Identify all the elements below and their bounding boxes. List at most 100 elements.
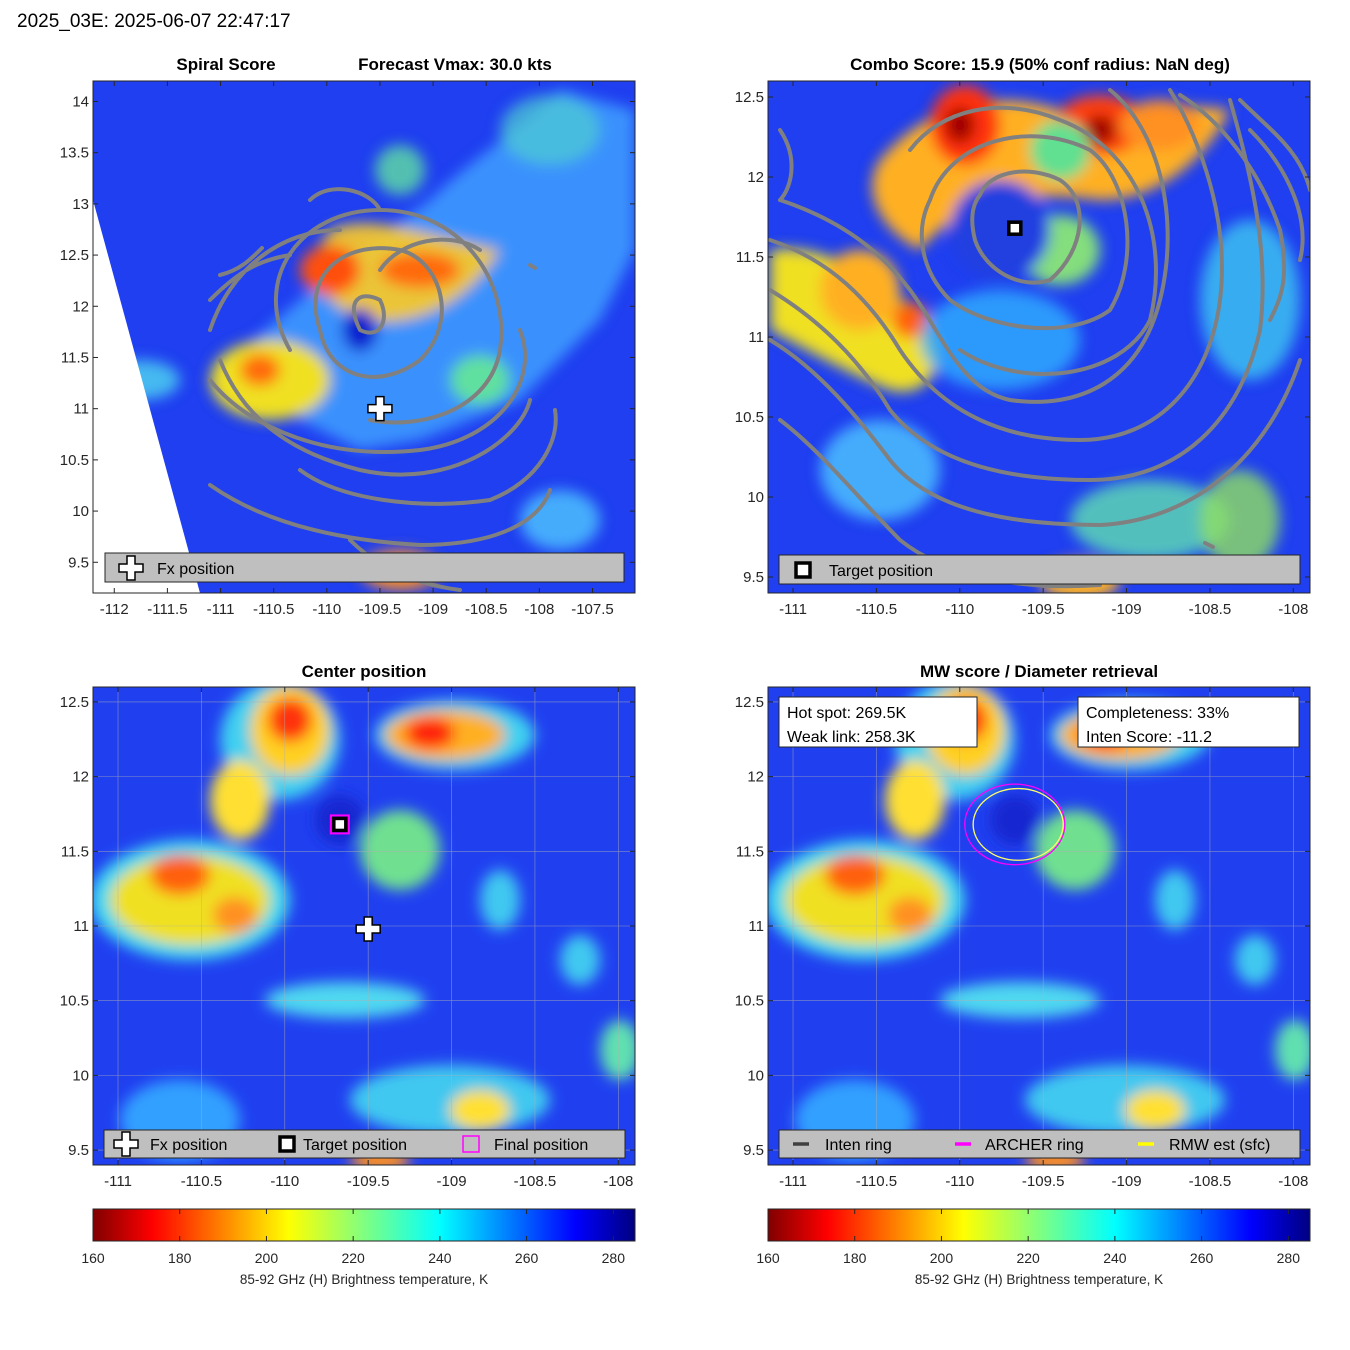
swath-gap: [93, 200, 200, 593]
x-tick-label: -109.5: [359, 601, 402, 618]
x-tick-label: -108: [603, 1173, 633, 1190]
colorbar-tick-label: 280: [602, 1250, 626, 1266]
colorbar-right-label: 85-92 GHz (H) Brightness temperature, K: [915, 1272, 1163, 1287]
center-legend-fx-label: Fx position: [150, 1137, 227, 1154]
spiral-legend-fx-label: Fx position: [157, 561, 234, 578]
colorbar-tick-label: 160: [756, 1250, 780, 1266]
x-tick-label: -112: [100, 601, 129, 618]
colorbar-left-gradient: [92, 1208, 636, 1242]
x-tick-label: -109.5: [347, 1173, 390, 1190]
x-tick-label: -111: [779, 601, 807, 618]
x-tick-label: -108.5: [1189, 1173, 1232, 1190]
x-tick-label: -108: [1278, 601, 1308, 618]
y-tick-label: 9.5: [68, 1142, 89, 1159]
panel-combo-score: Combo Score: 15.9 (50% conf radius: NaN …: [735, 55, 1311, 618]
y-tick-label: 9.5: [743, 569, 764, 586]
weak-link-text: Weak link: 258.3K: [787, 729, 916, 746]
legend-final-square-icon: [462, 1135, 480, 1153]
combo-plot-marks: [1007, 220, 1023, 236]
target-position-marker: [332, 816, 348, 833]
y-tick-label: 11: [73, 918, 89, 935]
combo-heatmap: [768, 81, 1310, 593]
mw-score-title: MW score / Diameter retrieval: [920, 662, 1158, 681]
figure-title: 2025_03E: 2025-06-07 22:47:17: [17, 11, 291, 32]
x-tick-label: -109: [437, 1173, 467, 1190]
colorbar-tick-label: 260: [1190, 1250, 1214, 1266]
y-tick-label: 12: [72, 298, 89, 315]
x-tick-label: -110.5: [856, 1173, 897, 1190]
x-tick-label: -110: [312, 601, 341, 618]
spiral-heatmap: [93, 81, 635, 593]
y-tick-label: 11.5: [61, 349, 89, 366]
completeness-text: Completeness: 33%: [1086, 705, 1229, 722]
y-tick-label: 10: [72, 503, 89, 520]
x-tick-label: -110.5: [856, 601, 897, 618]
y-tick-label: 14: [72, 93, 89, 110]
x-tick-label: -110.5: [253, 601, 294, 618]
y-tick-label: 12.5: [60, 247, 89, 264]
combo-contours: [768, 88, 1310, 589]
x-tick-label: -109.5: [1022, 601, 1065, 618]
target-position-marker: [1007, 220, 1023, 236]
y-tick-label: 12: [747, 169, 764, 186]
fx-position-marker: [355, 916, 381, 942]
fx-position-marker: [367, 395, 393, 422]
panel-mw-score: MW score / Diameter retrieval -111 -110.5…: [735, 662, 1311, 1190]
x-tick-label: -108.5: [514, 1173, 557, 1190]
colorbar-tick-label: 280: [1277, 1250, 1301, 1266]
y-tick-label: 12: [72, 769, 89, 786]
mw-legend-rmw-label: RMW est (sfc): [1169, 1137, 1270, 1154]
center-legend-final-label: Final position: [494, 1137, 588, 1154]
center-axis-ticks: -111 -110.5 -110 -109.5 -109 -108.5 -108 9.5 10 1…: [60, 687, 635, 1190]
x-tick-label: -110: [945, 1173, 974, 1190]
archer-ring: [964, 783, 1066, 866]
x-tick-label: -109: [1112, 1173, 1142, 1190]
center-heatmap: [93, 687, 635, 1165]
y-tick-label: 13: [72, 196, 89, 213]
rmw-ring: [972, 787, 1064, 861]
colorbar-right: 160 180 200 220 240 260 280 85-92 GHz (H) Brig…: [756, 1208, 1311, 1287]
spiral-axis-ticks: -112 -111.5 -111 -110.5 -110 -109.5 -109 -108.5…: [60, 81, 635, 618]
mw-plot-marks: [964, 783, 1066, 866]
colorbar-tick-label: 200: [930, 1250, 954, 1266]
y-tick-label: 9.5: [743, 1142, 764, 1159]
colorbar-tick-label: 160: [81, 1250, 105, 1266]
colorbar-left: 160 180 200 220 240 260 280 85-92 GHz (H) Brig…: [81, 1208, 636, 1287]
x-tick-label: -111: [207, 601, 235, 618]
x-tick-label: -109: [1112, 601, 1142, 618]
y-tick-label: 11.5: [736, 249, 764, 266]
y-tick-label: 10.5: [60, 452, 89, 469]
spiral-score-title: Spiral Score: [176, 55, 275, 74]
y-tick-label: 11.5: [736, 843, 764, 860]
spiral-axes-frame: [92, 80, 636, 594]
mw-heatmap: [768, 687, 1310, 1165]
y-tick-label: 9.5: [68, 554, 89, 571]
colorbar-tick-label: 180: [843, 1250, 867, 1266]
y-tick-label: 11.5: [61, 843, 89, 860]
x-tick-label: -111: [104, 1173, 132, 1190]
colorbar-left-ticks: 160 180 200 220 240 260 280: [81, 1209, 625, 1266]
mw-legend-inten-label: Inten ring: [825, 1137, 892, 1154]
colorbar-tick-label: 220: [1016, 1250, 1040, 1266]
center-plot-marks: [329, 814, 381, 942]
x-tick-label: -109.5: [1022, 1173, 1065, 1190]
colorbar-tick-label: 240: [1103, 1250, 1127, 1266]
x-tick-label: -110.5: [181, 1173, 222, 1190]
y-tick-label: 12.5: [60, 694, 89, 711]
x-tick-label: -108.5: [465, 601, 508, 618]
combo-score-title: Combo Score: 15.9 (50% conf radius: NaN …: [850, 55, 1230, 74]
y-tick-label: 10: [747, 1067, 764, 1084]
y-tick-label: 11: [73, 401, 89, 418]
final-position-marker: [329, 814, 350, 835]
x-tick-label: -109: [418, 601, 448, 618]
mw-axis-ticks: -111 -110.5 -110 -109.5 -109 -108.5 -108 9.5 10 1…: [735, 687, 1310, 1190]
spiral-legend: Fx position: [104, 552, 625, 583]
x-tick-label: -111.5: [147, 601, 187, 618]
legend-target-square-icon: [278, 1135, 296, 1153]
y-tick-label: 11: [748, 329, 764, 346]
inten-score-text: Inten Score: -11.2: [1086, 729, 1212, 746]
mw-gridlines: [768, 687, 1310, 1165]
mw-info-left-box: Hot spot: 269.5K Weak link: 258.3K: [778, 696, 978, 748]
panel-spiral-score: Spiral Score Forecast Vmax: 30.0 kts: [60, 55, 636, 618]
